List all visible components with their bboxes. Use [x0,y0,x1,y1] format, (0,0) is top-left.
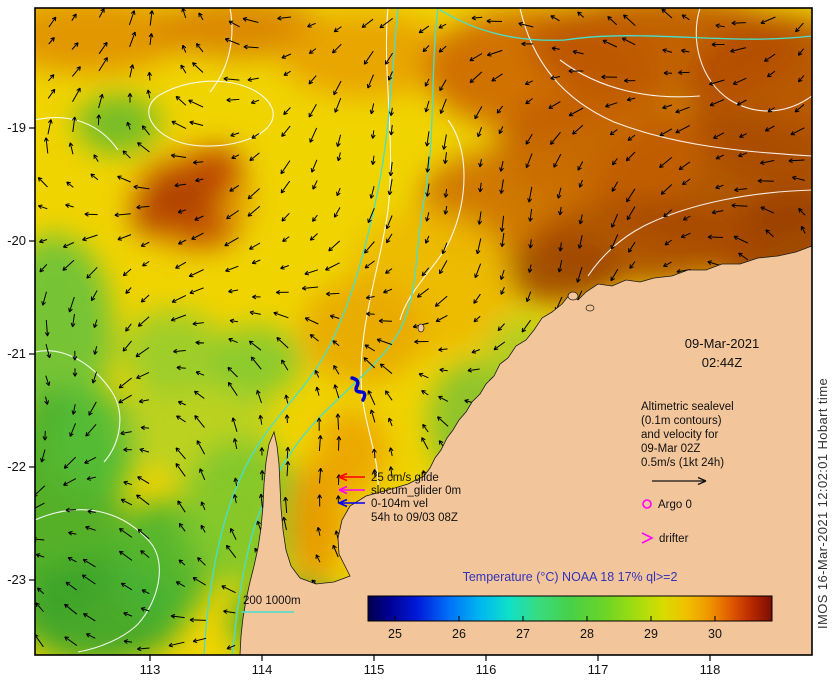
imos-watermark: IMOS 16-Mar-2021 12:02:01 Hobart time [815,378,830,629]
sst-blob [280,13,450,97]
y-tick-label: -21 [7,346,26,361]
bathymetry-contour-1000m [203,8,399,655]
sst-blob [498,240,622,304]
argo-label: Argo 0 [658,499,692,511]
sst-blob [35,8,185,73]
sealevel-contour [35,117,119,151]
colorbar-tick-label: 30 [708,627,722,641]
y-tick-label: -20 [7,233,26,248]
plot-frame [34,7,813,656]
x-tick-label: 115 [364,662,385,677]
colorbar-title: Temperature (°C) NOAA 18 17% ql>=2 [463,570,678,584]
x-tick-label: 118 [700,662,721,677]
glider-track-marker [350,376,367,402]
sst-blob [35,235,113,425]
y-tick-label: -19 [7,120,26,135]
velocity-scale-arrow-icon [652,476,707,486]
window-legend-label: 54h to 09/03 08Z [371,512,458,524]
land-australia [239,245,812,655]
slocum-arrow-icon [338,485,365,495]
glide-arrow-icon [338,472,365,482]
sealevel-contour [399,119,465,321]
x-tick-label: 116 [476,662,497,677]
annotation-line: 09-Mar 02Z [641,443,700,455]
island [567,291,579,301]
island [585,304,595,312]
altimetric-annotation: Altimetric sealevel (0.1m contours) and ve… [641,401,734,469]
sst-blob [316,410,388,494]
vel-arrow-icon [338,498,365,508]
sst-field-blobs [35,8,812,655]
annotation-line: (0.1m contours) [641,415,722,427]
colorbar-tick-label: 26 [452,627,466,641]
bathymetry-contour [439,9,812,41]
y-tick-label: -23 [7,572,26,587]
annotation-line: and velocity for [641,429,719,441]
map-time: 02:44Z [702,355,743,370]
bathymetry-contour-200m [231,8,439,655]
sst-blob [286,462,346,582]
x-tick-label: 114 [252,662,273,677]
sealevel-contour [519,8,812,157]
x-tick-label: 113 [140,662,161,677]
sealevel-contour [695,8,812,112]
colorbar-ticks: 25 26 27 28 29 30 [388,616,722,641]
annotation-line: 0.5m/s (1kt 24h) [641,457,724,469]
sst-blob [120,310,224,394]
drifter-icon [641,532,654,544]
glide-legend-label: 25 cm/s glide [371,472,439,484]
sealevel-contour [360,8,392,493]
sealevel-contour [209,8,233,93]
sst-blob [49,390,141,494]
bathy-legend-label: 200 1000m [243,595,301,607]
x-tick-label: 117 [588,662,609,677]
sealevel-contour [35,350,121,463]
slocum-legend-label: slocum_glider 0m [371,485,461,497]
island [417,323,425,333]
drifter-label: drifter [659,533,689,545]
sst-blob [128,148,252,252]
sst-blob [76,94,160,154]
sealevel-contour [559,59,701,98]
sst-blob [300,280,424,384]
bathymetry-contours [203,8,812,655]
map-area [35,8,812,655]
argo-float-icon [642,499,652,509]
y-tick-label: -22 [7,459,26,474]
colorbar-tick-label: 29 [644,627,658,641]
sealevel-contour [587,189,812,277]
map-datetime: 09-Mar-2021 [685,336,759,351]
colorbar [367,595,773,622]
axis-labels: 113 114 115 116 117 118 -19 -20 -21 -22 -23 [7,120,720,677]
colorbar-tick-label: 25 [388,627,402,641]
vel-legend-label: 0-104m vel [371,498,428,510]
colorbar-tick-label: 28 [580,627,594,641]
annotation-line: Altimetric sealevel [641,401,734,413]
colorbar-tick-label: 27 [516,627,530,641]
